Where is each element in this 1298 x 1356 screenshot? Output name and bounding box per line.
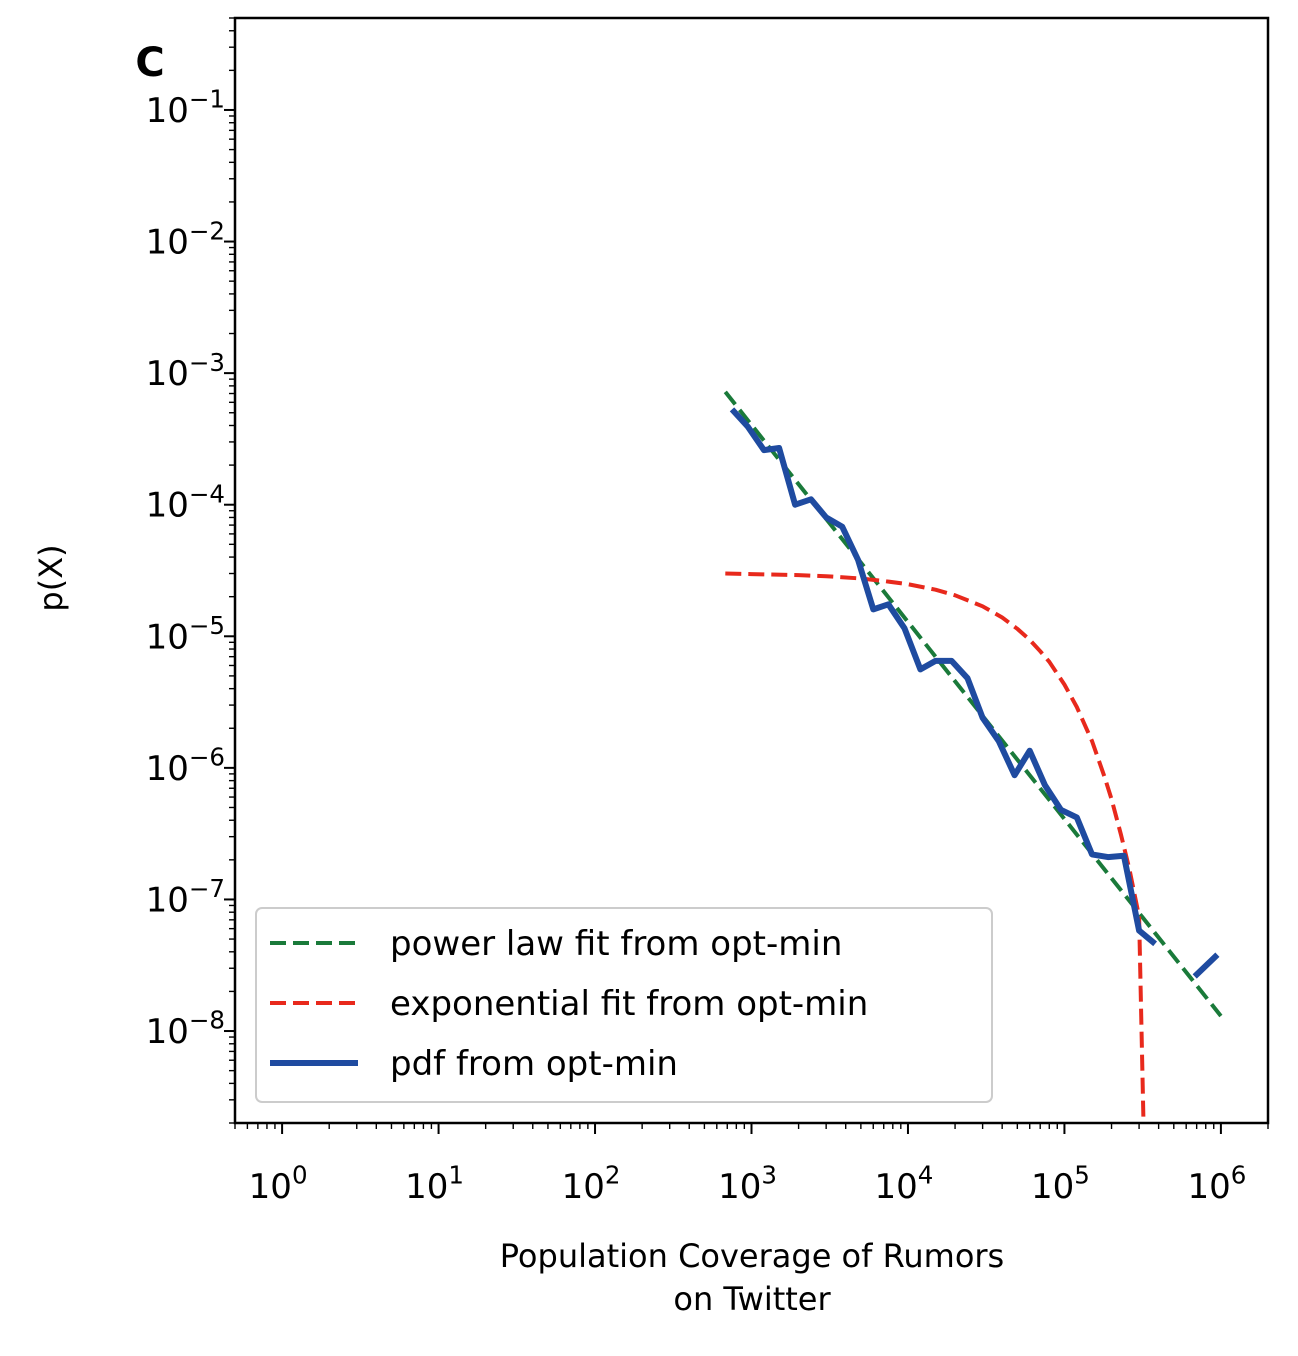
y-tick-label: 10−6: [146, 743, 225, 789]
x-tick-label: 103: [718, 1161, 777, 1207]
series-line-1: [725, 571, 1146, 1123]
y-tick-label: 10−1: [146, 85, 225, 131]
x-tick-label: 102: [562, 1161, 621, 1207]
y-tick-label: 10−2: [146, 216, 225, 262]
legend: power law fit from opt-min exponential fi…: [255, 907, 993, 1103]
legend-label-1: exponential fit from opt-min: [390, 984, 868, 1024]
x-tick-label: 106: [1187, 1161, 1246, 1207]
plot-area: [723, 390, 1223, 1123]
x-tick-label: 105: [1031, 1161, 1090, 1207]
y-tick-label: 10−8: [146, 1006, 225, 1052]
panel-label: C: [135, 40, 164, 86]
legend-label-2: pdf from opt-min: [390, 1044, 678, 1084]
series-line-2: [729, 407, 1220, 979]
legend-label-0: power law fit from opt-min: [390, 924, 842, 964]
x-axis-label-line1: Population Coverage of Rumors: [500, 1237, 1004, 1275]
x-tick-label: 104: [875, 1161, 934, 1207]
x-axis-label-line2: on Twitter: [673, 1280, 831, 1318]
y-axis: 10−8 10−7 10−6 10−5 10−4 10−3 10−2 10−1: [146, 17, 235, 1124]
y-tick-label: 10−4: [146, 479, 225, 525]
series-line-0: [723, 390, 1223, 1018]
y-axis-label: p(X): [32, 544, 70, 611]
legend-box: [255, 907, 993, 1103]
x-tick-label: 100: [249, 1161, 308, 1207]
x-tick-label: 101: [405, 1161, 464, 1207]
axes-frame: [233, 16, 1270, 1125]
y-tick-label: 10−3: [146, 348, 225, 394]
x-axis: 100 101 102 103 104 105 106: [234, 1123, 1269, 1207]
y-tick-label: 10−5: [146, 611, 225, 657]
y-tick-label: 10−7: [146, 874, 225, 920]
